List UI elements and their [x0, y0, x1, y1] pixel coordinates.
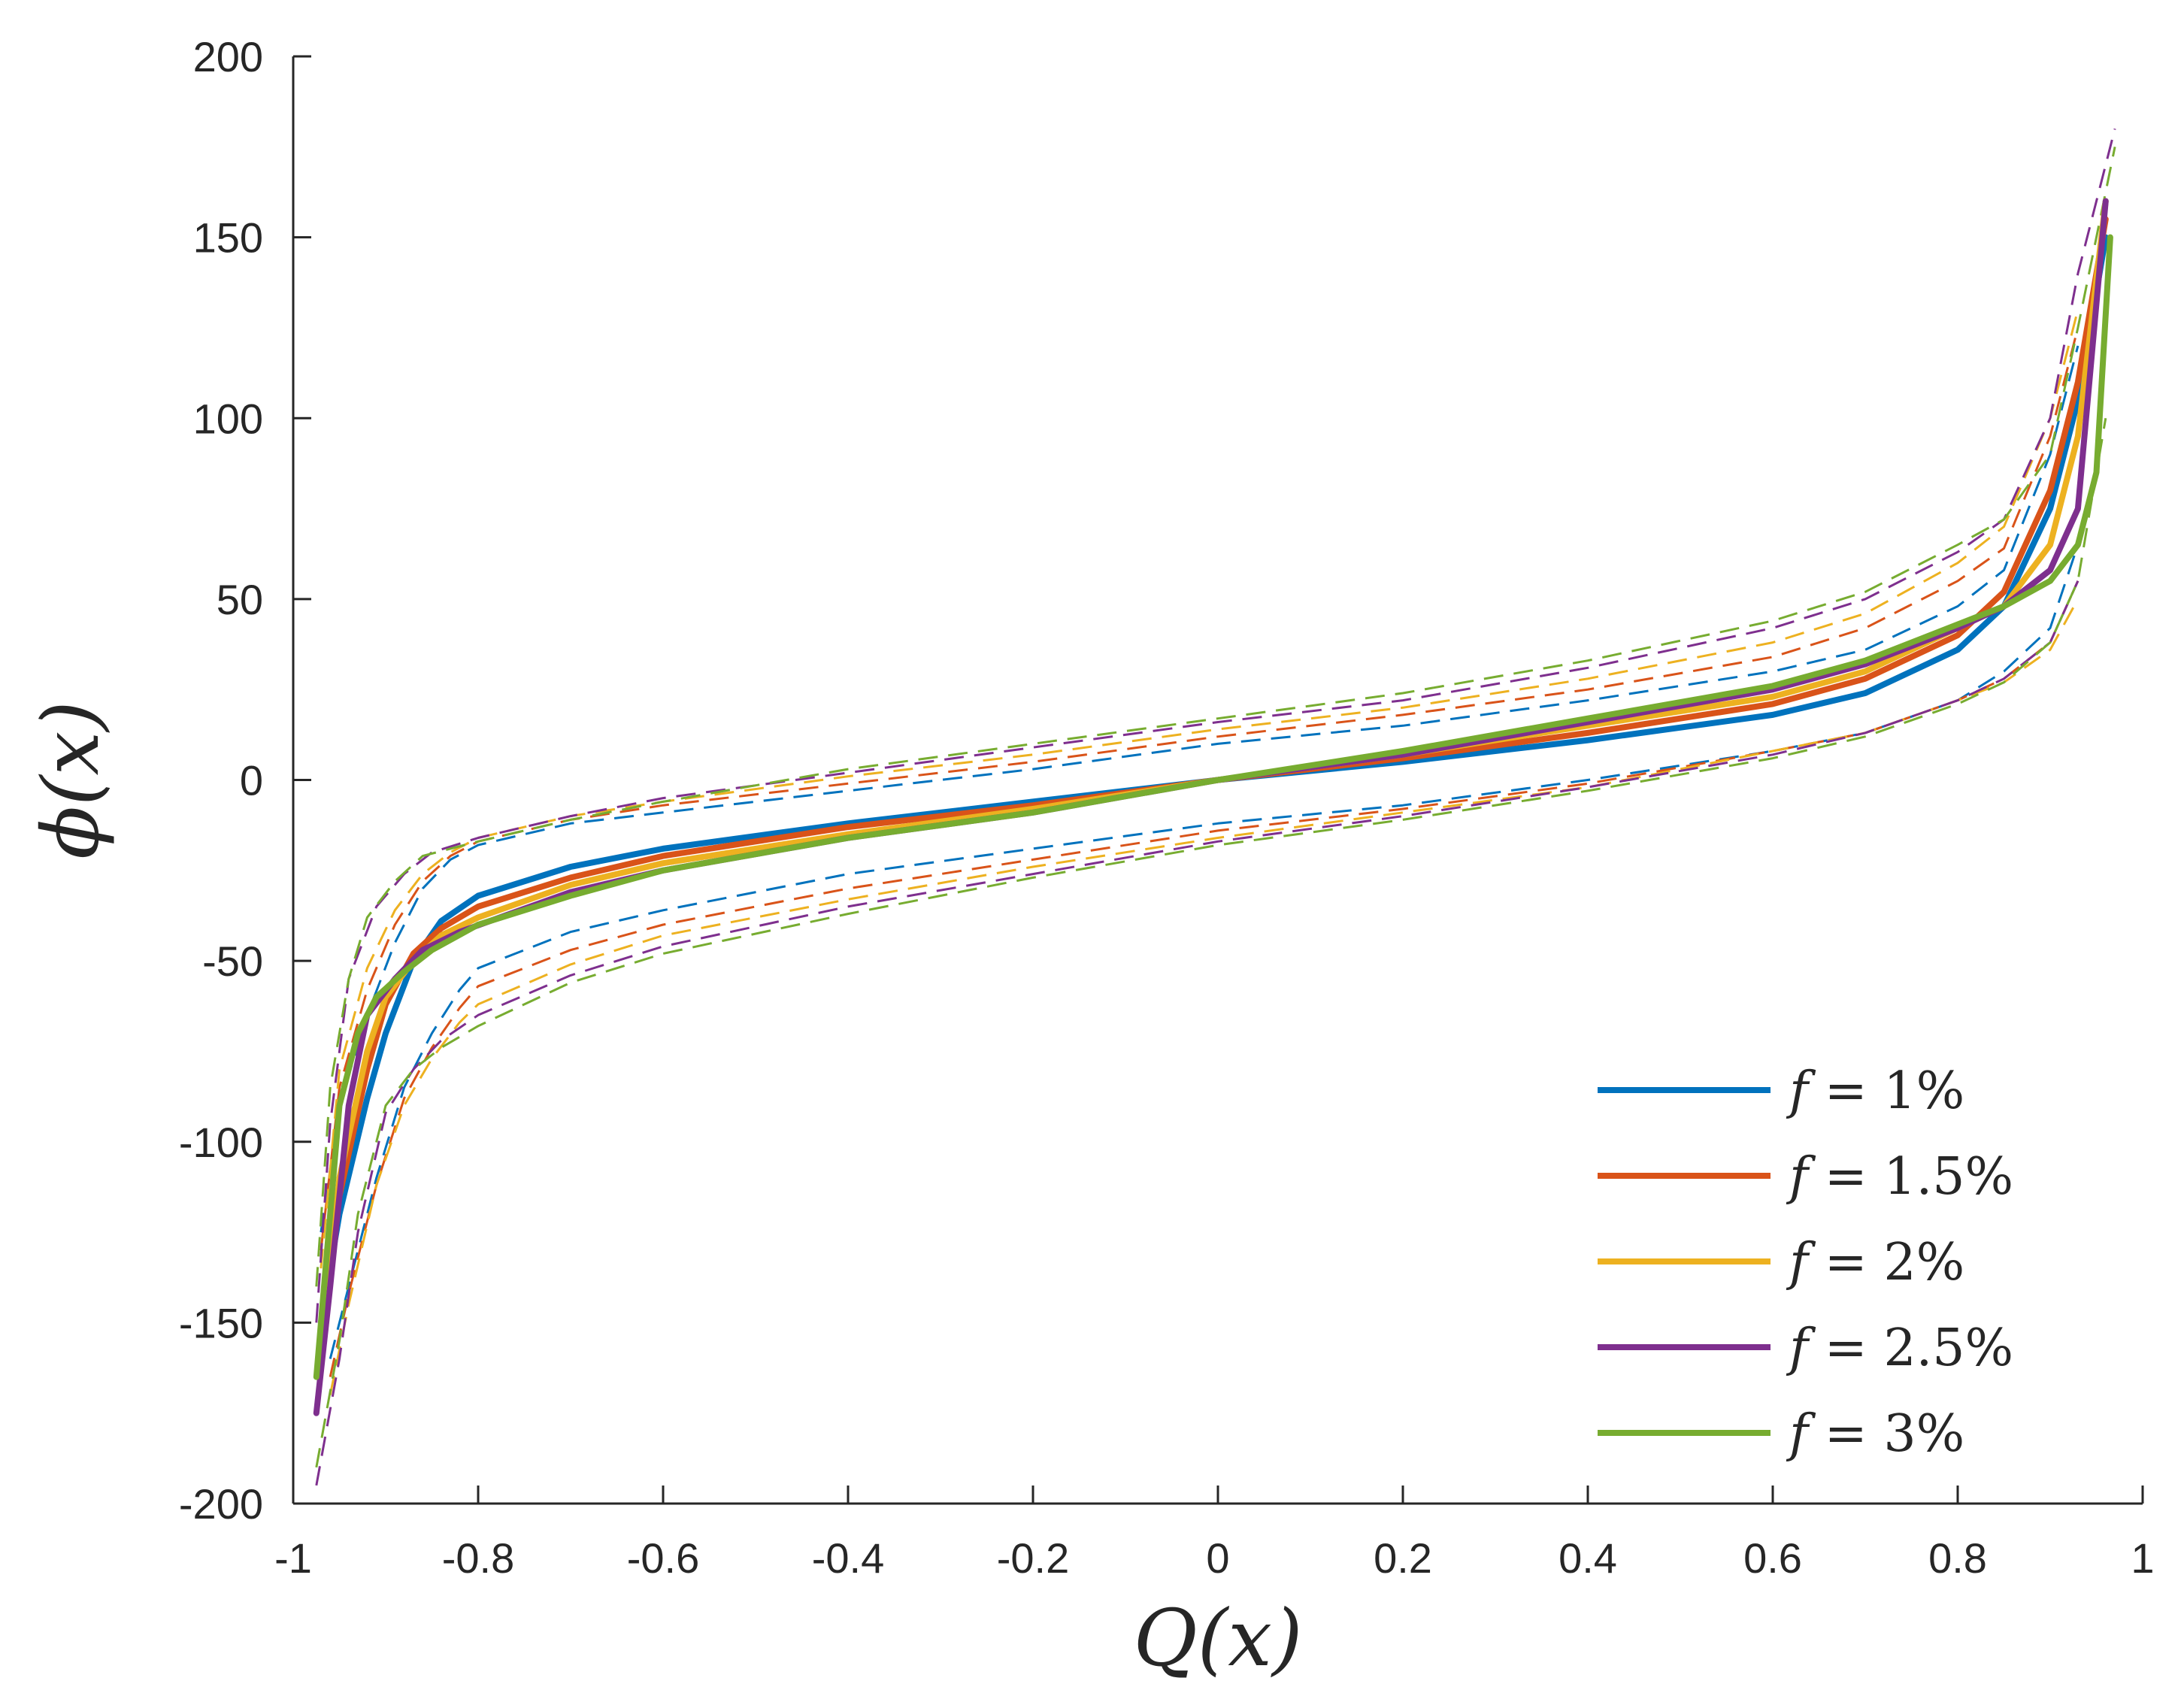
x-tick-label: 0.4: [1558, 1534, 1617, 1582]
x-tick-label: -0.8: [442, 1534, 515, 1582]
series-5-mean-line: [313, 234, 2113, 1380]
series-3-upper-bound: [320, 309, 2079, 1269]
x-axis-title: Q(x): [1133, 1592, 1302, 1684]
x-ticks: -1 -0.8 -0.6 -0.4 -0.2 0 0.2 0.4 0.6 0.8 1: [274, 1486, 2155, 1582]
series-2-upper-bound: [320, 327, 2079, 1251]
plot-area: -1 -0.8 -0.6 -0.4 -0.2 0 0.2 0.4 0.6 0.8 1 -200 -15…: [179, 33, 2155, 1582]
x-tick-label: -1: [274, 1534, 312, 1582]
y-ticks: -200 -150 -100 -50 0 50 100 150 200: [179, 33, 311, 1528]
x-tick-label: 1: [2131, 1534, 2154, 1582]
y-tick-label: 100: [193, 395, 263, 442]
series-5-lower-bound: [315, 418, 2107, 1468]
x-tick-label: 0.8: [1928, 1534, 1987, 1582]
y-tick-label: 150: [193, 214, 263, 262]
series-3-lower-bound: [329, 598, 2079, 1395]
series-4-mean-line: [313, 198, 2109, 1416]
series-4-lower-bound: [315, 580, 2079, 1486]
legend: f = 1% f = 1.5% f = 2% f = 2.5% f = 3%: [1598, 1062, 2013, 1464]
y-tick-label: 0: [240, 757, 263, 804]
series-4-upper-bound: [315, 128, 2116, 1323]
x-tick-label: -0.4: [812, 1534, 885, 1582]
x-tick-label: 0.6: [1743, 1534, 1802, 1582]
legend-entry-label: f = 3%: [1786, 1404, 1964, 1464]
y-tick-label: 200: [193, 33, 263, 80]
y-tick-label: -100: [179, 1119, 263, 1166]
x-tick-label: 0.2: [1374, 1534, 1432, 1582]
legend-entry-label: f = 1%: [1786, 1062, 1964, 1121]
series-1-upper-bound: [320, 345, 2079, 1233]
series-1-mean-line: [317, 234, 2109, 1326]
x-tick-label: -0.6: [627, 1534, 700, 1582]
y-tick-label: -150: [179, 1299, 263, 1346]
y-tick-label: -200: [179, 1480, 263, 1528]
legend-entry-label: f = 2.5%: [1786, 1319, 2013, 1378]
series-lines: [313, 128, 2116, 1486]
y-axis-title: ϕ(x): [25, 701, 117, 859]
legend-entry-label: f = 1.5%: [1786, 1147, 2013, 1207]
x-tick-label: 0: [1206, 1534, 1229, 1582]
series-5-upper-bound: [315, 146, 2116, 1287]
x-tick-label: -0.2: [997, 1534, 1070, 1582]
y-tick-label: -50: [202, 937, 263, 985]
y-tick-label: 50: [217, 576, 263, 623]
legend-entry-label: f = 2%: [1786, 1233, 1964, 1292]
